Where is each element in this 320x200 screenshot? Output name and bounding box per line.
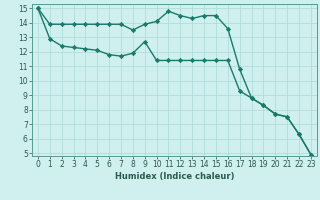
X-axis label: Humidex (Indice chaleur): Humidex (Indice chaleur): [115, 172, 234, 181]
